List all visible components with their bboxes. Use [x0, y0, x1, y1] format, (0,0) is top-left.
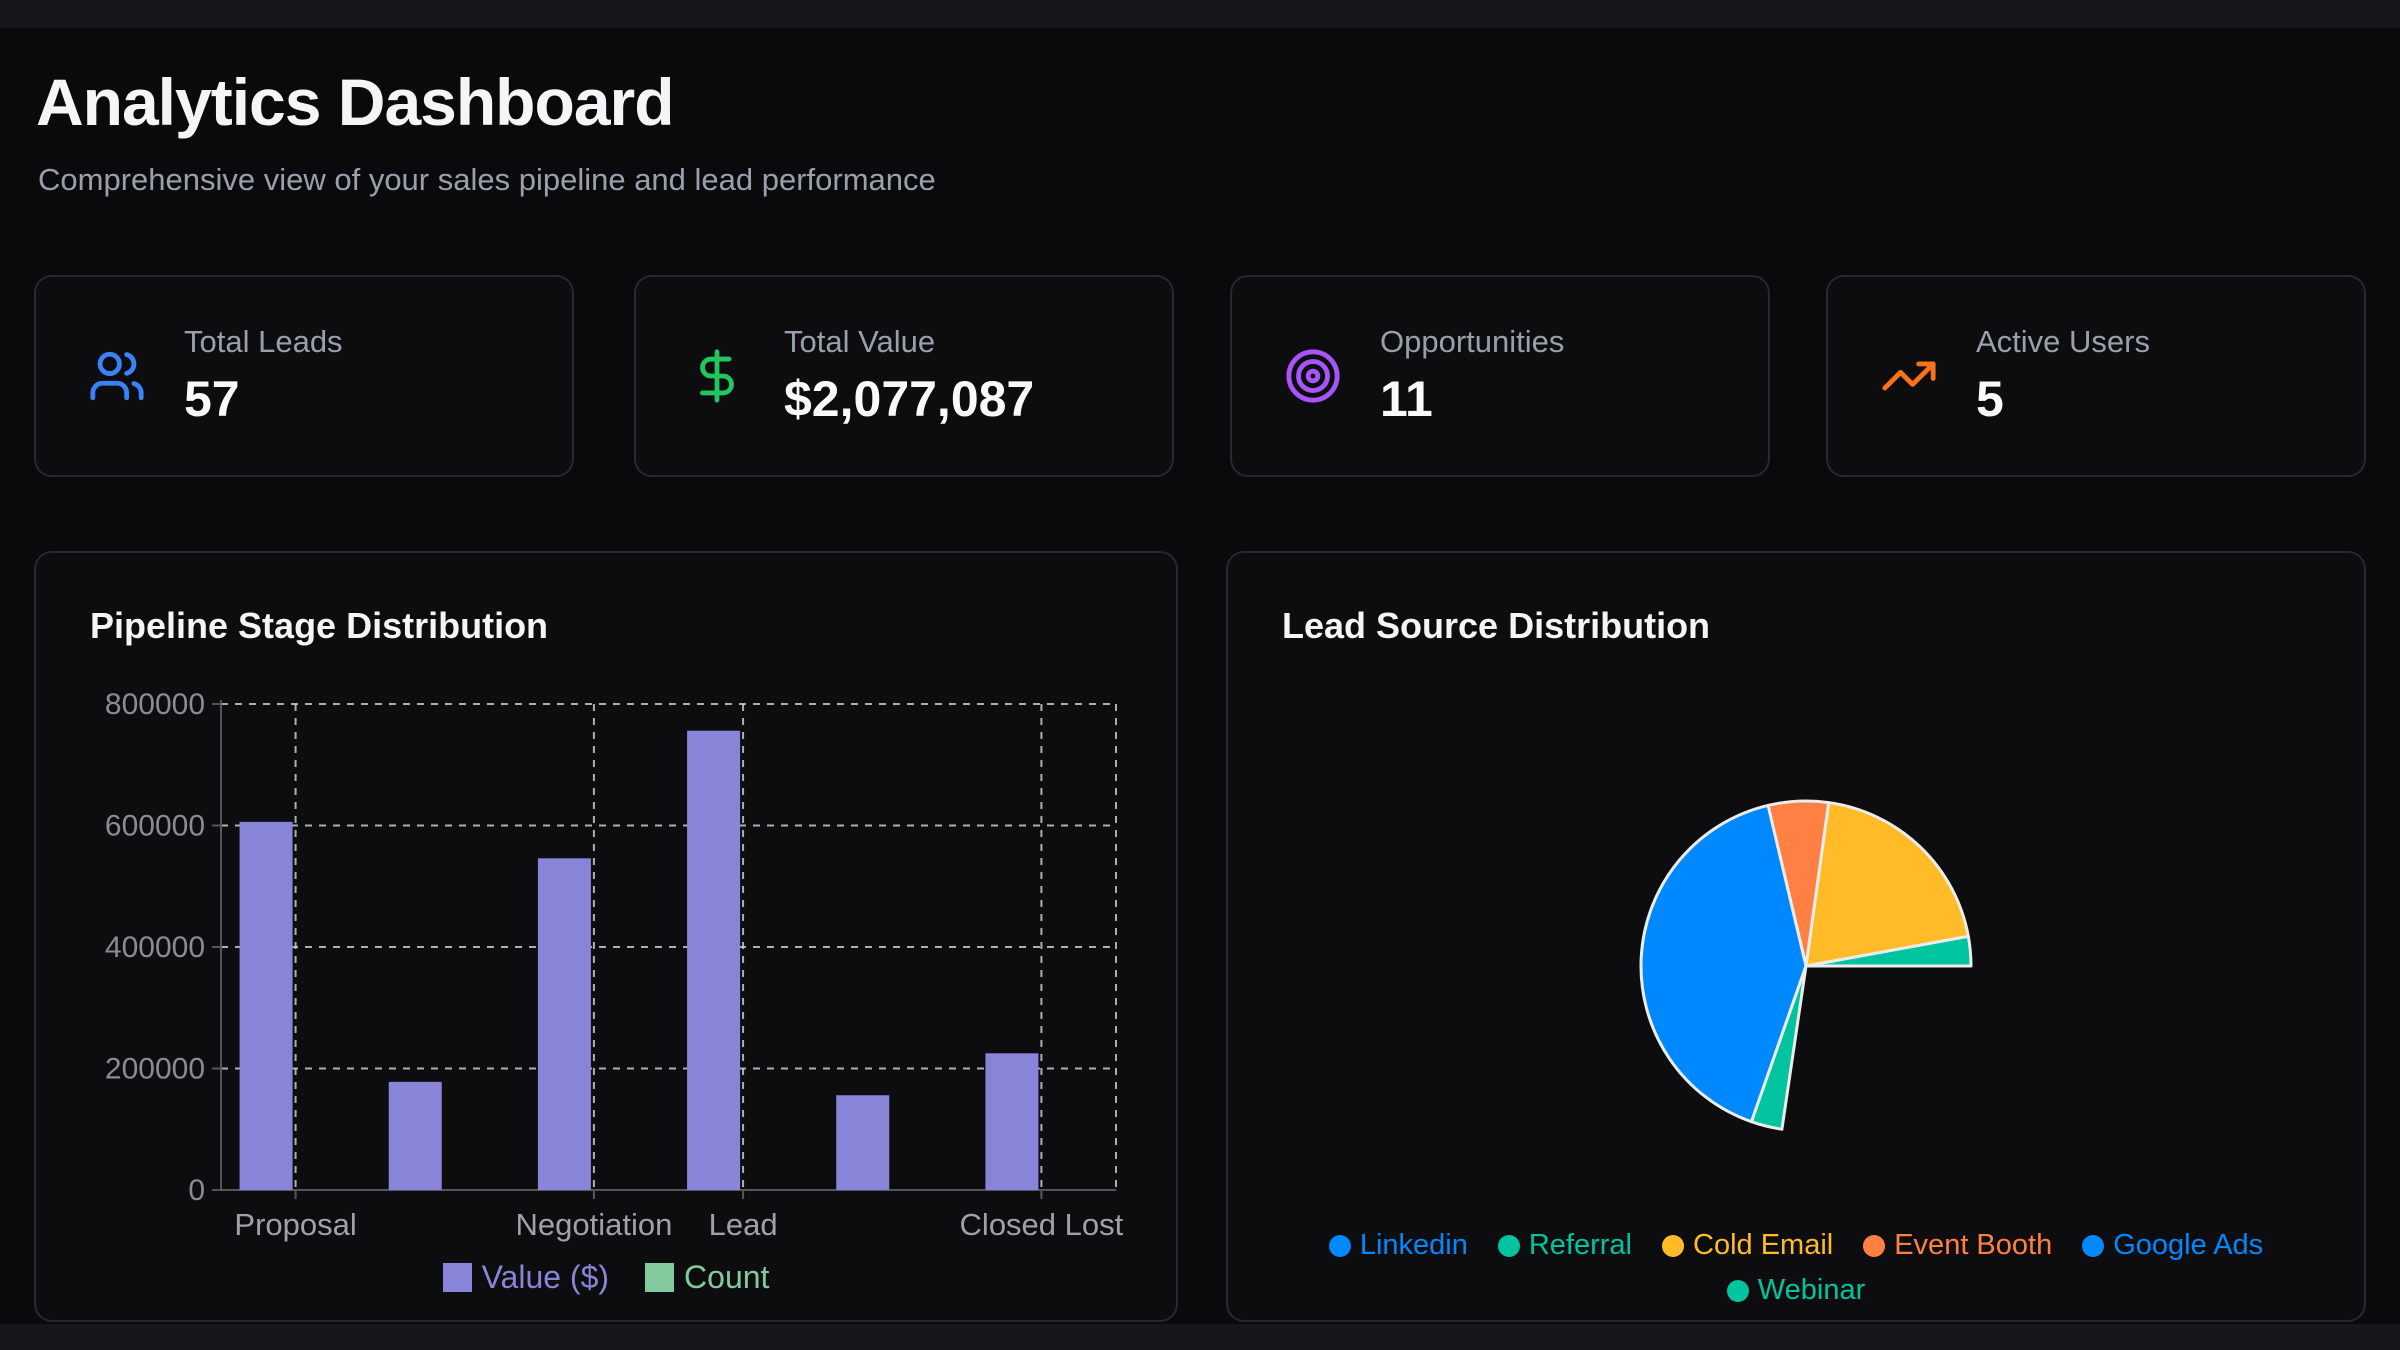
legend-label: Count — [684, 1259, 770, 1295]
legend-label: Referral — [1528, 1229, 1632, 1261]
legend-swatch — [645, 1263, 675, 1292]
pie-chart-legend: Linkedin Referral Cold Email Event Booth Goo… — [1228, 1229, 2364, 1307]
bar-chart-legend: Value ($) Count — [36, 1259, 1176, 1296]
stat-value: 5 — [1976, 371, 2004, 427]
stat-label: Total Value — [784, 324, 936, 359]
page-title: Analytics Dashboard — [36, 65, 675, 139]
bar-chart-title: Pipeline Stage Distribution — [90, 605, 549, 646]
pie-chart-title: Lead Source Distribution — [1282, 605, 1711, 646]
dollar-sign-icon — [688, 347, 746, 405]
legend-label: Webinar — [1757, 1274, 1866, 1306]
target-icon — [1284, 347, 1342, 405]
legend-dot — [2082, 1234, 2105, 1257]
legend-label: Cold Email — [1693, 1229, 1834, 1261]
legend-label: Event Booth — [1894, 1229, 2053, 1261]
stat-card-total-value: Total Value $2,077,087 — [634, 275, 1174, 477]
svg-text:600000: 600000 — [105, 810, 205, 843]
page-subtitle: Comprehensive view of your sales pipelin… — [38, 162, 936, 197]
svg-text:Lead: Lead — [709, 1207, 778, 1242]
stat-value: $2,077,087 — [784, 371, 1035, 427]
legend-label: Google Ads — [2113, 1229, 2264, 1261]
legend-item-Value ($)[interactable]: Value ($) — [442, 1259, 610, 1296]
stat-value: 11 — [1380, 371, 1433, 427]
stat-card-opportunities: Opportunities 11 — [1230, 275, 1770, 477]
svg-text:Closed Lost: Closed Lost — [960, 1207, 1124, 1242]
bar-chart-canvas[interactable]: 0 200000 400000 600000 800000 Proposal Negotia… — [36, 553, 1176, 1320]
bar-Closed Lost[interactable] — [985, 1053, 1039, 1190]
bar-stage-2[interactable] — [388, 1081, 442, 1190]
stat-label: Active Users — [1976, 324, 2150, 359]
legend-swatch — [442, 1263, 472, 1292]
pie-slice-Linkedin[interactable] — [1639, 803, 1808, 1124]
svg-text:400000: 400000 — [105, 931, 205, 964]
legend-item-Google Ads[interactable]: Google Ads — [2082, 1229, 2263, 1262]
legend-item-Event Booth[interactable]: Event Booth — [1863, 1229, 2052, 1262]
legend-dot — [1863, 1234, 1886, 1257]
pipeline-stage-panel: Pipeline Stage Distribution 0 200000 40000… — [34, 551, 1178, 1322]
pie-slice-Webinar[interactable] — [1749, 964, 1808, 1131]
legend-item-Count[interactable]: Count — [645, 1259, 769, 1296]
stat-label: Opportunities — [1380, 324, 1565, 359]
stat-card-total-leads: Total Leads 57 — [34, 275, 574, 477]
bar-Lead[interactable] — [687, 730, 741, 1190]
legend-label: Value ($) — [481, 1259, 610, 1295]
legend-dot — [1662, 1234, 1684, 1257]
bar-stage-5[interactable] — [836, 1095, 890, 1190]
bar-Proposal[interactable] — [239, 821, 293, 1190]
legend-item-Linkedin[interactable]: Linkedin — [1328, 1229, 1468, 1262]
svg-text:800000: 800000 — [105, 688, 205, 721]
trending-up-icon — [1880, 347, 1938, 405]
svg-text:200000: 200000 — [105, 1053, 205, 1086]
legend-item-Referral[interactable]: Referral — [1497, 1229, 1632, 1262]
legend-dot — [1328, 1234, 1351, 1257]
legend-item-Webinar[interactable]: Webinar — [1726, 1274, 1866, 1307]
stat-value: 57 — [184, 371, 240, 427]
svg-text:Proposal: Proposal — [234, 1207, 356, 1242]
stat-card-active-users: Active Users 5 — [1826, 275, 2366, 477]
legend-item-Cold Email[interactable]: Cold Email — [1662, 1229, 1833, 1262]
pie-chart-canvas[interactable] — [1228, 553, 2364, 1320]
pie-slice-Cold Email[interactable] — [1804, 801, 1970, 968]
bar-Negotiation[interactable] — [537, 858, 591, 1190]
lead-source-panel: Lead Source Distribution Linkedin Referra… — [1226, 551, 2366, 1322]
users-icon — [88, 347, 146, 405]
legend-dot — [1497, 1234, 1520, 1257]
svg-text:0: 0 — [188, 1174, 205, 1207]
legend-label: Linkedin — [1359, 1229, 1468, 1261]
legend-dot — [1726, 1279, 1749, 1302]
stat-label: Total Leads — [184, 324, 343, 359]
svg-text:Negotiation: Negotiation — [515, 1207, 672, 1242]
